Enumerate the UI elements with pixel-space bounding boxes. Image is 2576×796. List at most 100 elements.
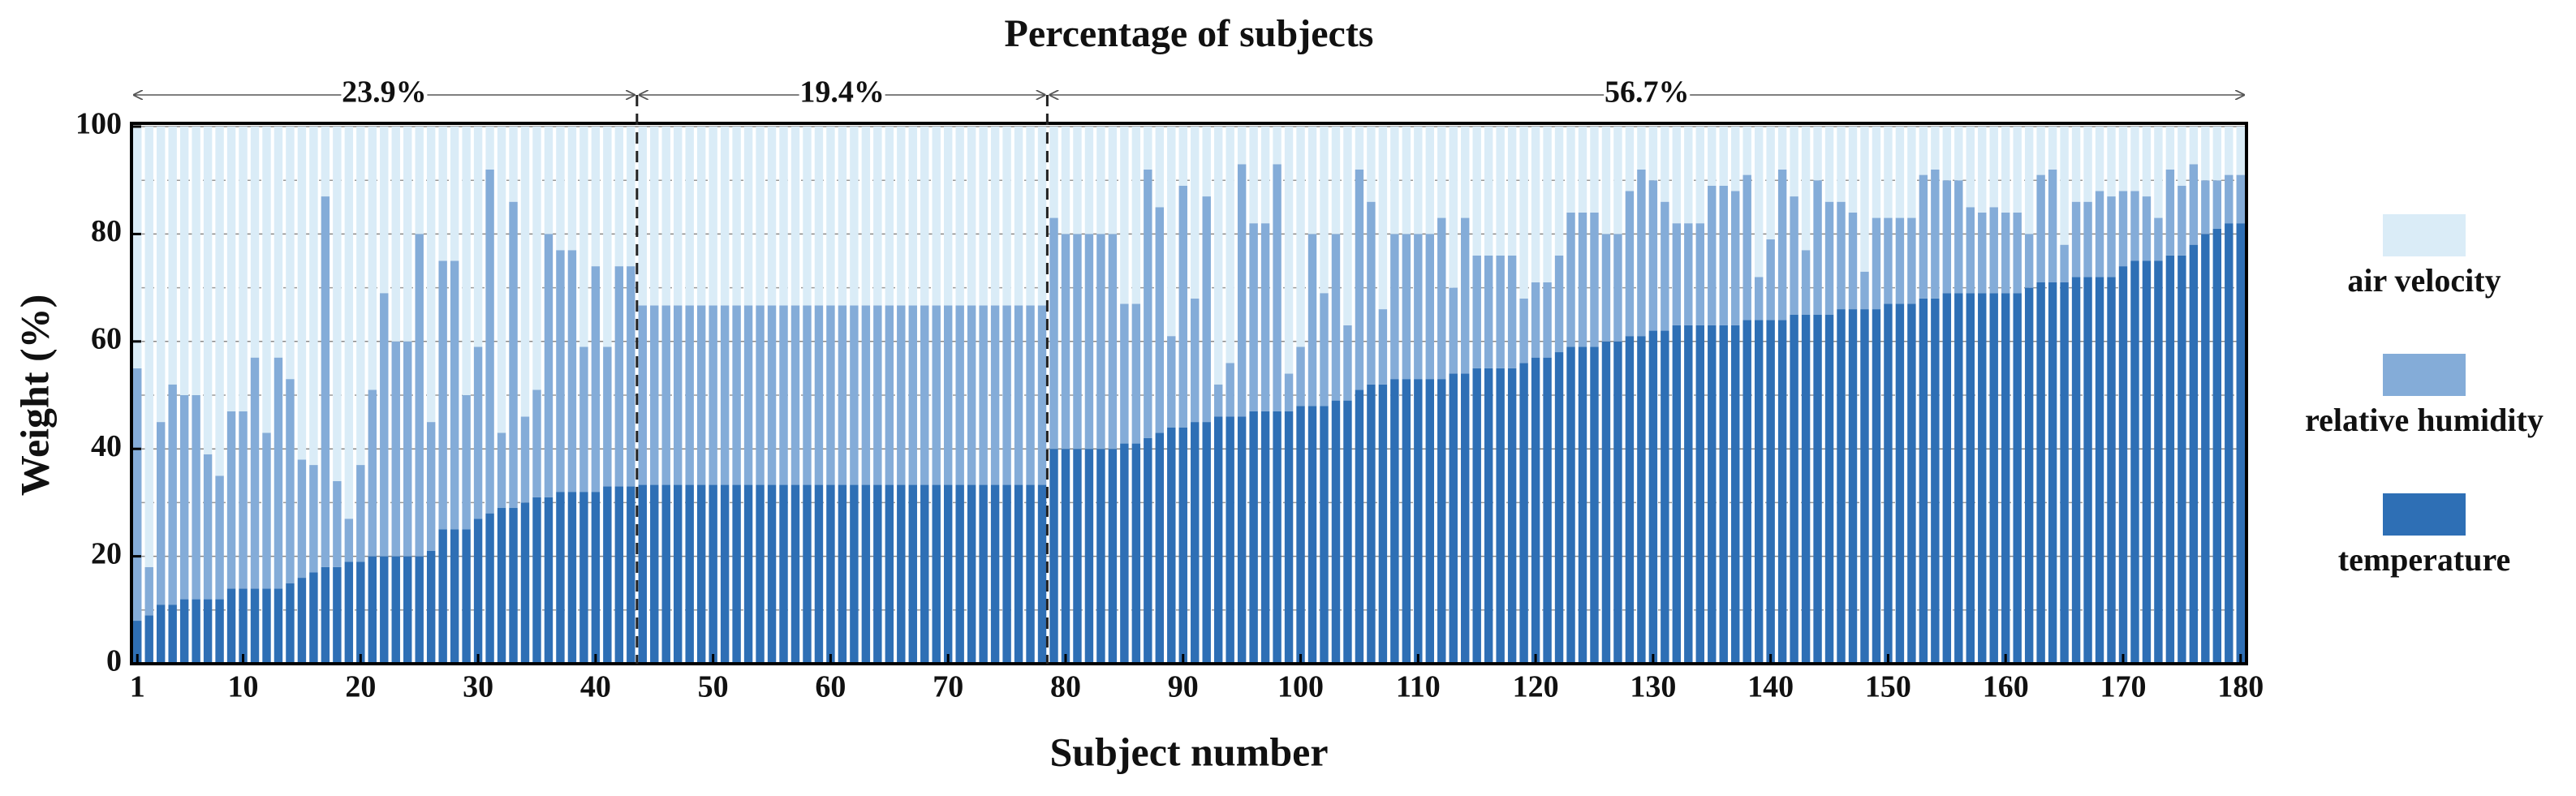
bar-segment [1472,368,1481,664]
bar-segment [1461,127,1470,218]
bar-segment [509,127,518,202]
bar-segment [403,556,412,664]
bar-segment [321,566,330,664]
bar-segment [1601,341,1611,664]
bar-segment [133,621,142,664]
bar-segment [556,127,565,251]
bar-segment [1237,416,1247,664]
bar-segment [932,484,941,664]
bar-segment [1026,484,1035,664]
bar-segment [2107,277,2116,664]
bar-segment [1484,127,1493,256]
bar-segment [1895,127,1905,218]
bar-segment [2212,180,2222,229]
bar-segment [380,556,389,664]
bar-segment [262,432,271,589]
bar-segment [1144,127,1152,170]
bar-segment [932,305,941,485]
bar-segment [743,127,753,306]
bar-segment [356,127,365,466]
bar-segment [1167,127,1176,337]
bar-segment [532,127,541,390]
bar-segment [1260,223,1270,411]
bar-segment [2013,293,2022,664]
bar-segment [1661,201,1669,331]
bar-segment [1884,127,1893,218]
bar-segment [2095,127,2104,191]
section-label-bg [1604,79,1691,111]
bar-segment [250,588,260,664]
bar-segment [967,484,976,664]
bar-segment [1566,212,1575,347]
bar-segment [2060,244,2069,282]
bar-segment [1531,127,1540,282]
bar-segment [1731,191,1740,325]
bar-segment [391,127,400,342]
bar-segment [1073,234,1082,450]
bar-segment [790,305,800,485]
bar-segment [2225,174,2234,224]
bar-segment [779,484,788,664]
bar-segment [1684,223,1693,325]
bar-segment [1872,309,1881,664]
bar-segment [1026,127,1035,306]
bar-segment [2001,127,2010,213]
bar-segment [990,484,1000,664]
bar-segment [1273,127,1282,165]
bar-segment [1178,127,1187,186]
bar-segment [638,305,647,485]
bar-segment [614,127,624,267]
bar-segment [344,127,354,519]
bar-segment [1872,217,1881,310]
bar-segment [1578,127,1587,213]
y-tick-label: 80 [91,214,122,248]
bar-segment [556,250,565,493]
bar-segment [2024,287,2034,664]
bar-segment [1672,325,1682,664]
bar-segment [1073,127,1082,234]
bar-segment [1014,484,1023,664]
bar-segment [226,411,236,589]
bar-segment [403,341,412,557]
bar-segment [955,484,964,664]
bar-segment [368,556,377,664]
bar-segment [1695,325,1704,664]
bar-segment [826,305,835,485]
bar-segment [356,465,365,562]
bar-segment [2130,260,2139,664]
bar-segment [215,599,224,664]
bar-segment [497,432,506,509]
bar-segment [1590,212,1599,347]
bar-segment [179,395,189,600]
bar-segment [520,127,530,417]
bar-segment [1719,325,1728,664]
bar-segment [2201,127,2210,181]
bar-segment [1084,127,1094,234]
bar-segment [1155,207,1165,433]
bar-segment [1320,293,1329,407]
bar-segment [1907,127,1916,218]
bar-segment [767,305,777,485]
bar-segment [873,127,882,306]
bar-segment [1343,127,1352,325]
bar-segment [239,127,248,411]
bar-segment [614,486,624,664]
bar-segment [650,127,659,306]
section-label-bg [341,79,428,111]
bar-segment [1355,169,1364,390]
bar-segment [838,127,847,306]
bar-segment [485,127,494,170]
bar-segment [2036,174,2045,282]
bar-segment [1625,336,1635,664]
bar-segment [156,422,166,605]
x-tick-label: 130 [1630,670,1676,704]
bar-segment [920,484,929,664]
bar-segment [627,127,635,267]
bar-segment [1249,411,1258,664]
bar-segment [497,508,506,664]
bar-segment [756,127,765,306]
bar-segment [1131,303,1141,444]
bar-segment [674,484,683,664]
bar-segment [1531,282,1540,358]
bar-segment [1837,127,1846,202]
